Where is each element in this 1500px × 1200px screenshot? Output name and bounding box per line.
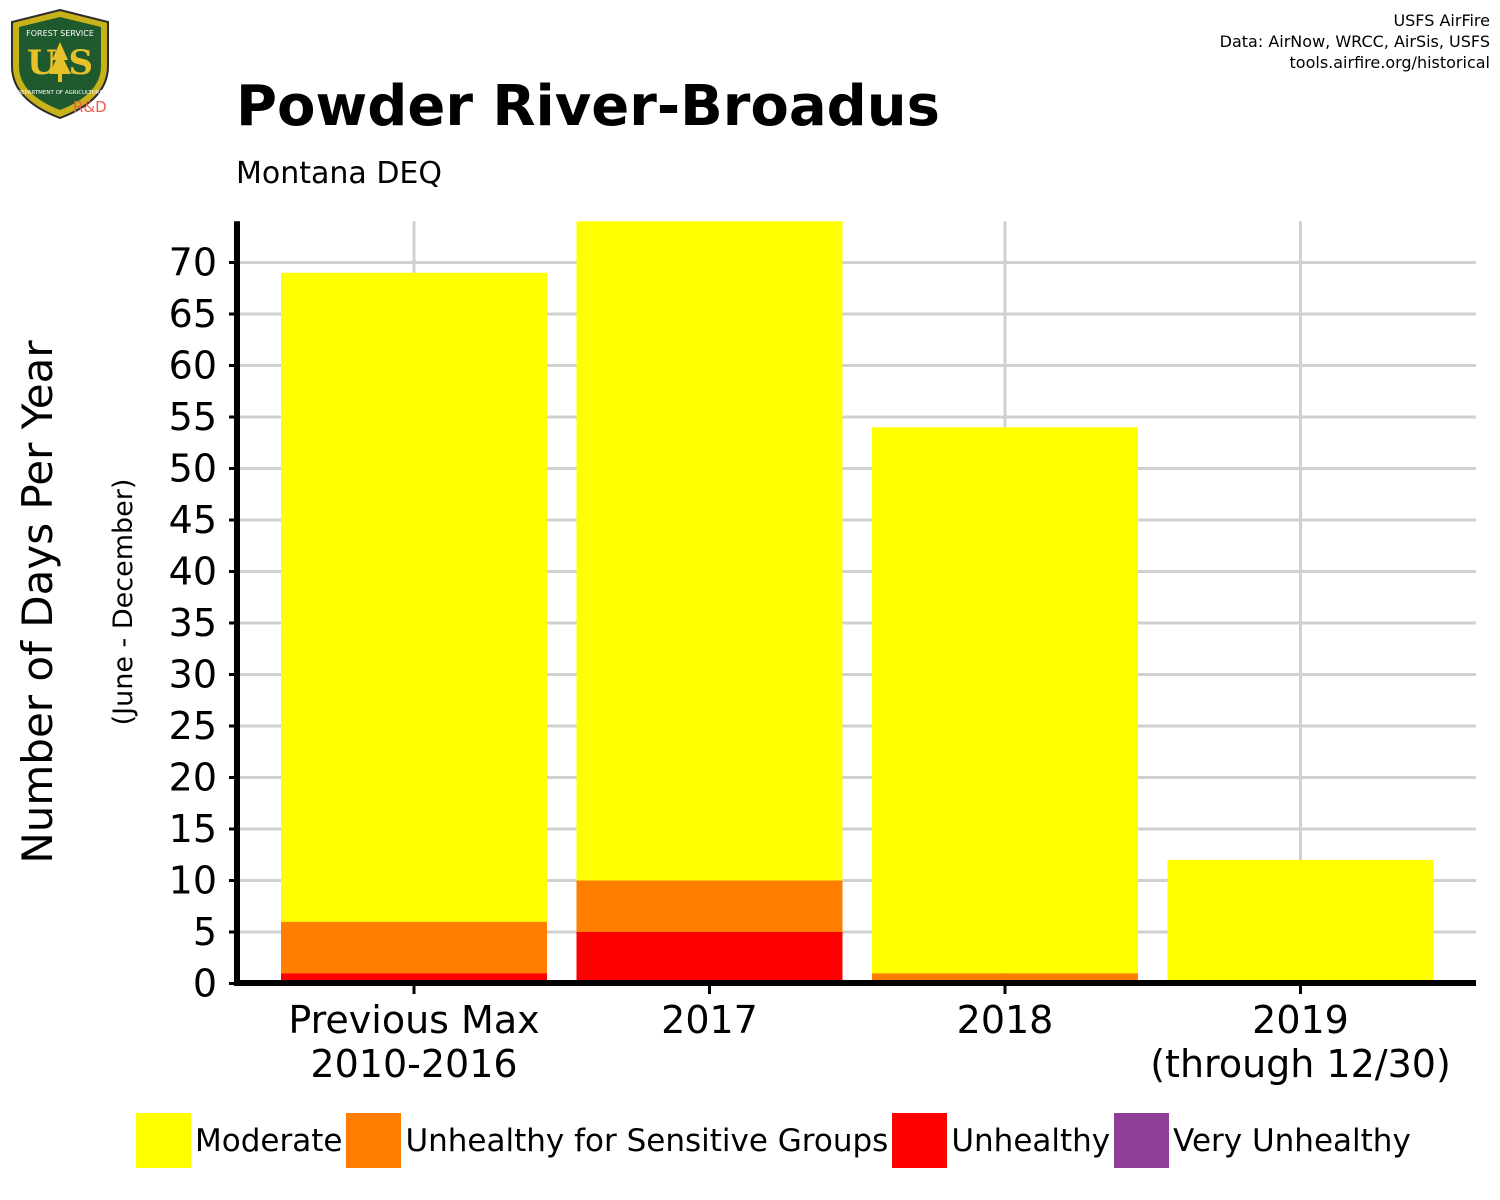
legend-swatch-unhealthy [892,1113,948,1168]
bar-moderate [872,427,1138,974]
bar-layer [281,221,1434,984]
y-tick-label: 60 [169,344,217,388]
bar-moderate [576,221,843,881]
chart-subtitle: Montana DEQ [236,156,443,191]
y-tick-label: 65 [169,292,217,336]
x-tick-label: 2017 [661,998,758,1042]
credit-line-1: USFS AirFire [1393,11,1490,30]
label-layer: 0 5 10 15 20 25 30 35 40 45 50 55 60 65 70 Previous Max… [169,241,1451,1087]
bar-moderate [1167,859,1434,984]
x-tick-label: 2019 (through 12/30) [1150,998,1451,1086]
legend-swatch-moderate [136,1113,191,1168]
legend-swatch-usg [346,1113,402,1168]
chart-title: Powder River-Broadus [236,74,940,139]
y-tick-label: 70 [169,241,217,285]
bar-unhealthy [576,932,843,984]
y-tick-label: 35 [169,601,217,645]
credit-line-3: tools.airfire.org/historical [1289,53,1490,72]
y-tick-label: 10 [169,859,217,903]
legend: Moderate Unhealthy for Sensitive Groups … [136,1113,1411,1168]
logo-top-text: FOREST SERVICE [26,29,94,38]
y-tick-label: 15 [169,807,217,851]
forest-service-logo: FOREST SERVICE U S DEPARTMENT OF AGRICUL… [11,8,109,120]
y-tick-label: 0 [193,962,217,1006]
bar-unhealthy [281,973,547,984]
y-tick-label: 45 [169,498,217,542]
legend-label-usg: Unhealthy for Sensitive Groups [405,1122,889,1159]
y-tick-label: 55 [169,395,217,439]
y-tick-label: 20 [169,756,217,800]
credit-line-2: Data: AirNow, WRCC, AirSis, USFS [1219,32,1490,51]
legend-label-moderate: Moderate [195,1122,343,1159]
y-axis-title: Number of Days Per Year [13,340,62,864]
legend-label-very-unhealthy: Very Unhealthy [1173,1122,1411,1159]
y-tick-label: 30 [169,653,217,697]
logo-bottom-text: DEPARTMENT OF AGRICULTURE [17,90,104,96]
y-tick-label: 5 [193,910,217,954]
tree-icon [49,42,71,74]
y-tick-label: 25 [169,704,217,748]
y-tick-label: 50 [169,447,217,491]
bar-moderate [281,272,547,922]
axis-layer [229,221,1476,994]
legend-swatch-very-unhealthy [1114,1113,1170,1168]
bar-usg [281,921,547,974]
x-tick-label: Previous Max 2010-2016 [288,998,539,1086]
bar-usg [872,973,1138,984]
legend-label-unhealthy: Unhealthy [951,1122,1111,1159]
credits: USFS AirFire Data: AirNow, WRCC, AirSis,… [1220,10,1490,73]
x-tick-label: 2018 [957,998,1054,1042]
bar-usg [576,880,843,932]
y-axis-subtitle: (June - December) [108,479,139,726]
logo-badge: R&D [73,98,107,116]
y-tick-label: 40 [169,550,217,594]
